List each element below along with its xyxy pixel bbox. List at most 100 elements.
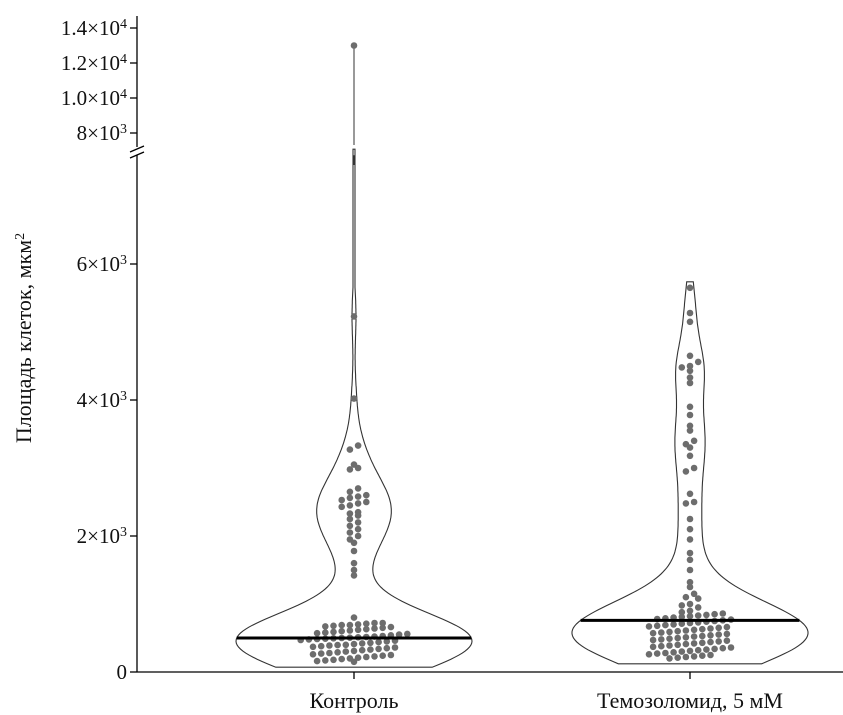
data-point: [694, 595, 702, 602]
data-point: [690, 437, 698, 445]
data-point: [682, 627, 690, 634]
data-point: [682, 593, 690, 601]
data-point: [703, 646, 710, 653]
data-point: [338, 655, 346, 663]
y-lower-tick-label-1: 2×103: [77, 524, 127, 548]
category-label-temozolomide: Темозоломид, 5 мМ: [597, 688, 783, 713]
data-point: [350, 572, 358, 579]
data-point: [690, 498, 698, 506]
data-point: [690, 590, 698, 598]
data-point: [686, 367, 694, 375]
data-point: [703, 611, 710, 619]
data-point: [338, 496, 346, 504]
data-point: [690, 633, 698, 640]
data-point: [699, 625, 706, 633]
data-point: [358, 640, 366, 647]
data-point: [723, 623, 731, 631]
data-point: [346, 627, 354, 634]
data-point: [346, 446, 354, 453]
data-point: [363, 620, 370, 627]
data-point: [686, 578, 694, 586]
data-point: [330, 622, 337, 630]
data-point: [645, 623, 653, 630]
violin-1: [571, 281, 809, 665]
data-point: [363, 491, 370, 499]
data-point: [367, 639, 374, 647]
data-point: [330, 656, 337, 664]
data-point: [363, 498, 370, 506]
data-point: [662, 621, 669, 629]
data-point: [371, 653, 378, 660]
data-point: [678, 602, 686, 609]
data-point: [715, 638, 722, 645]
data-point: [686, 612, 694, 620]
data-point: [330, 628, 337, 636]
data-point: [686, 566, 694, 574]
ticks-layer: 0 2×103 4×103 6×103 8×103 1.0×104 1.2×104 1.4×1…: [61, 16, 137, 684]
data-point: [645, 651, 653, 658]
data-point: [350, 614, 358, 621]
data-point: [346, 529, 354, 536]
data-point: [387, 651, 395, 659]
data-point: [674, 654, 681, 661]
y-axis-title-text: Площадь клеток, мкм: [11, 240, 36, 443]
data-point: [350, 559, 358, 567]
data-point: [346, 494, 354, 502]
data-point: [682, 640, 690, 648]
data-point: [686, 379, 694, 387]
data-point: [694, 646, 702, 654]
data-point: [317, 650, 325, 657]
data-point: [346, 488, 354, 496]
violins-layer: [235, 45, 809, 668]
data-point: [678, 364, 686, 371]
data-point: [371, 625, 378, 632]
data-point: [707, 632, 714, 639]
data-point: [346, 621, 354, 629]
data-point: [707, 625, 714, 632]
data-point: [686, 583, 694, 591]
y-upper-tick-label-2: 1.2×104: [61, 51, 127, 75]
data-point: [354, 532, 362, 540]
y-upper-tick-label-0: 8×103: [77, 121, 127, 145]
data-point: [686, 536, 694, 543]
data-point: [682, 634, 690, 641]
data-point: [678, 648, 686, 655]
data-point: [322, 623, 329, 630]
data-point: [363, 653, 370, 661]
data-point: [354, 621, 362, 628]
data-point: [678, 613, 686, 621]
data-point: [354, 519, 362, 526]
data-point: [682, 500, 690, 507]
data-point: [350, 313, 358, 320]
data-point: [686, 309, 694, 317]
data-point: [379, 652, 387, 659]
data-point: [719, 644, 727, 652]
data-point: [727, 644, 735, 651]
data-point: [334, 649, 341, 656]
data-point: [658, 642, 665, 650]
category-label-control: Контроль: [310, 688, 399, 713]
data-point: [326, 642, 333, 649]
data-point: [354, 500, 362, 507]
data-point: [686, 422, 694, 430]
data-point: [658, 636, 665, 643]
data-point: [375, 645, 382, 653]
data-point: [715, 624, 722, 632]
data-point: [670, 649, 677, 656]
axis-break-mark-1: [129, 145, 145, 153]
data-point: [309, 651, 317, 658]
data-point: [350, 42, 358, 49]
data-point: [346, 515, 354, 523]
data-point: [350, 395, 358, 402]
data-point: [686, 352, 694, 360]
data-point: [334, 641, 341, 649]
data-point: [674, 634, 681, 642]
data-point: [350, 539, 358, 547]
data-point: [322, 629, 329, 636]
data-point: [317, 642, 325, 650]
data-point: [354, 525, 362, 533]
data-point: [686, 515, 694, 523]
data-point: [354, 512, 362, 519]
data-point: [682, 653, 690, 661]
